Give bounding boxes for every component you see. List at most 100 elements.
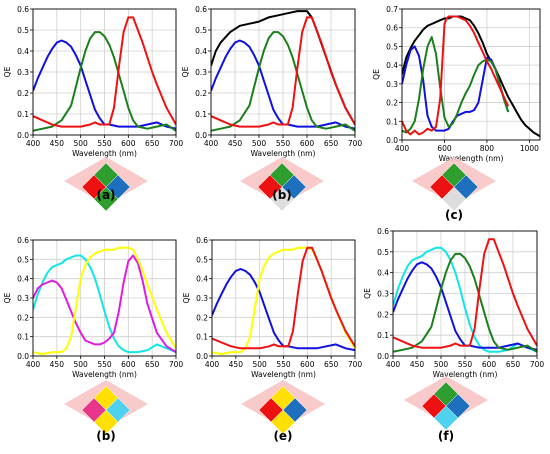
series-line-red xyxy=(393,238,537,349)
x-tick-label: 550 xyxy=(458,360,473,369)
chart-panel-4: 0.0 0.1 0.2 0.3 0.4 0.5 0.6 400 450 500 550 600 650 7… xyxy=(3,236,183,443)
y-tick-label: 0.3 xyxy=(195,68,207,77)
x-tick-label: 700 xyxy=(348,139,363,148)
pattern-tile xyxy=(433,405,459,431)
y-tick-label: 0.3 xyxy=(377,290,389,299)
x-axis-label: Wavelength (nm) xyxy=(433,370,498,379)
y-tick-label: 0.2 xyxy=(377,310,389,319)
y-tick-label: 0.0 xyxy=(377,352,389,361)
y-tick-label: 0.4 xyxy=(196,275,208,284)
x-tick-label: 700 xyxy=(530,360,545,369)
chart-panel-6: 0.0 0.1 0.2 0.3 0.4 0.5 0.6 400 450 500 550 600 650 7… xyxy=(363,227,544,443)
x-tick-label: 400 xyxy=(204,139,219,148)
y-tick-label: 0.3 xyxy=(17,294,29,303)
x-tick-label: 450 xyxy=(229,360,244,369)
y-tick-label: 0.2 xyxy=(196,313,208,322)
x-tick-label: 550 xyxy=(276,139,291,148)
x-tick-label: 700 xyxy=(169,139,184,148)
panel-caption: (a) xyxy=(96,188,115,202)
y-tick-label: 0.6 xyxy=(386,24,398,33)
y-tick-label: 0.1 xyxy=(17,333,29,342)
y-tick-label: 0.0 xyxy=(196,352,208,361)
x-axis-label: Wavelength (nm) xyxy=(251,149,316,158)
pattern-tile xyxy=(269,186,295,212)
axes-frame xyxy=(210,8,356,136)
x-tick-label: 400 xyxy=(395,144,410,153)
x-tick-label: 500 xyxy=(434,360,449,369)
y-tick-label: 0.4 xyxy=(195,47,207,56)
series-line-green xyxy=(211,31,355,132)
x-tick-label: 600 xyxy=(482,360,497,369)
x-tick-label: 650 xyxy=(145,139,160,148)
filter-pattern xyxy=(241,380,325,435)
x-tick-label: 550 xyxy=(97,139,112,148)
chart-panel-3: 0.0 0.1 0.2 0.3 0.4 0.5 0.6 0.7 400 600 800 1000 Wav… xyxy=(372,5,541,222)
filter-pattern xyxy=(404,376,488,431)
series-line-cyan xyxy=(393,246,537,353)
y-tick-label: 0.1 xyxy=(386,117,398,126)
filter-pattern xyxy=(64,380,148,435)
x-tick-label: 400 xyxy=(26,139,41,148)
x-tick-label: 500 xyxy=(253,360,268,369)
y-tick-label: 0.6 xyxy=(195,5,207,14)
y-tick-label: 0.6 xyxy=(377,227,389,236)
y-tick-label: 0.5 xyxy=(17,255,29,264)
panel-caption: (b) xyxy=(96,429,116,443)
x-tick-label: 450 xyxy=(50,139,65,148)
series-line-red xyxy=(212,246,355,350)
y-tick-label: 0.0 xyxy=(386,136,398,145)
x-axis-label: Wavelength (nm) xyxy=(72,149,137,158)
series-line-red xyxy=(33,16,176,128)
y-tick-label: 0.0 xyxy=(195,131,207,140)
series-line-cyan xyxy=(33,254,176,354)
y-axis-label: QE xyxy=(3,66,12,77)
y-tick-label: 0.3 xyxy=(17,68,29,77)
x-axis-label: Wavelength (nm) xyxy=(439,154,504,163)
pattern-tile xyxy=(441,186,467,212)
series-line-green xyxy=(33,31,176,132)
y-tick-label: 0.3 xyxy=(386,80,398,89)
x-tick-label: 650 xyxy=(145,360,160,369)
x-tick-label: 450 xyxy=(410,360,425,369)
panel-caption: (f) xyxy=(438,429,454,443)
x-tick-label: 1000 xyxy=(520,144,539,153)
y-tick-label: 0.5 xyxy=(195,26,207,35)
series-line-red xyxy=(211,16,355,128)
x-tick-label: 650 xyxy=(324,139,339,148)
y-tick-label: 0.6 xyxy=(17,236,29,245)
panel-caption: (b) xyxy=(272,188,292,202)
y-tick-label: 0.1 xyxy=(377,331,389,340)
pattern-tile xyxy=(93,409,119,435)
chart-panel-2: 0.0 0.1 0.2 0.3 0.4 0.5 0.6 400 450 500 550 600 650 7… xyxy=(181,5,363,212)
y-tick-label: 0.2 xyxy=(195,89,207,98)
axes-frame xyxy=(392,230,538,357)
chart-panel-1: 0.0 0.1 0.2 0.3 0.4 0.5 0.6 400 450 500 550 600 650 7… xyxy=(3,5,184,212)
x-tick-label: 500 xyxy=(74,360,89,369)
y-tick-label: 0.5 xyxy=(196,255,208,264)
y-tick-label: 0.2 xyxy=(386,99,398,108)
y-tick-label: 0.4 xyxy=(17,47,29,56)
axes-frame xyxy=(32,8,177,136)
series-line-red xyxy=(402,15,510,136)
x-tick-label: 600 xyxy=(300,360,315,369)
y-axis-label: QE xyxy=(363,288,372,299)
series-line-magenta xyxy=(33,254,176,353)
y-axis-label: QE xyxy=(182,292,191,303)
x-tick-label: 400 xyxy=(205,360,220,369)
x-axis-label: Wavelength (nm) xyxy=(251,370,316,379)
pattern-tile xyxy=(270,409,296,435)
series-line-blue xyxy=(212,268,355,352)
y-tick-label: 0.5 xyxy=(386,42,398,51)
y-tick-label: 0.4 xyxy=(386,61,398,70)
series-line-yellow xyxy=(33,246,176,356)
x-tick-label: 550 xyxy=(97,360,112,369)
x-tick-label: 550 xyxy=(276,360,291,369)
y-tick-label: 0.1 xyxy=(195,110,207,119)
x-tick-label: 400 xyxy=(26,360,41,369)
panel-caption: (c) xyxy=(445,208,463,222)
pattern-tile xyxy=(93,186,119,212)
series-line-black xyxy=(402,15,540,138)
y-tick-label: 0.1 xyxy=(196,333,208,342)
chart-panel-5: 0.0 0.1 0.2 0.3 0.4 0.5 0.6 400 450 500 550 600 650 7… xyxy=(182,236,362,443)
